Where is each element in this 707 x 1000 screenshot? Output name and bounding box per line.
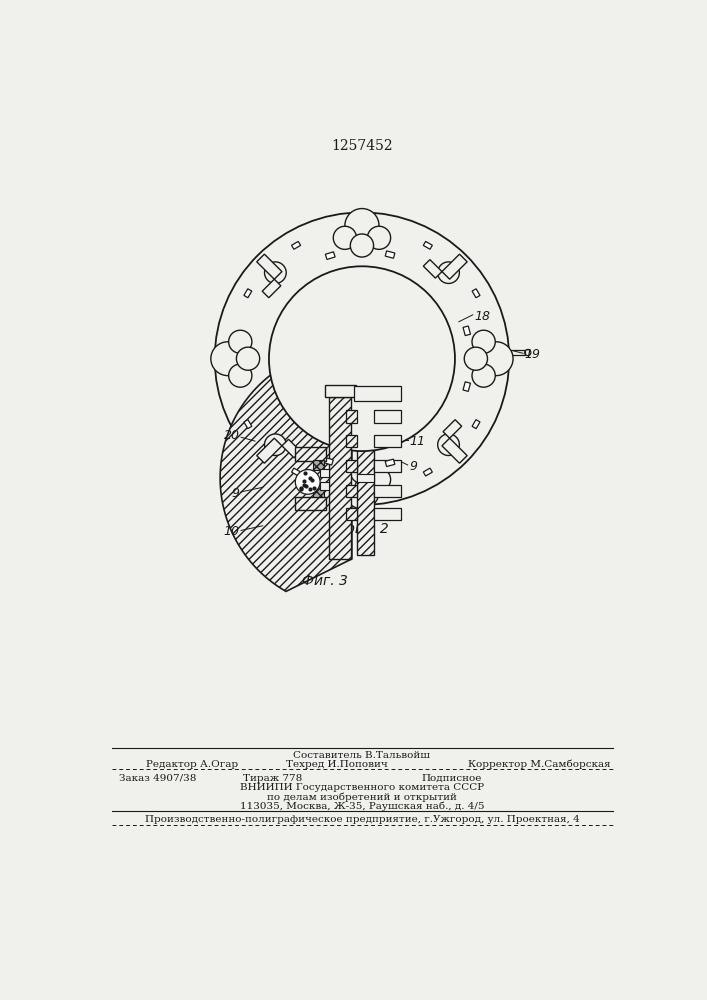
Bar: [374, 435, 402, 447]
Bar: [320, 482, 329, 490]
Bar: [346, 435, 357, 447]
Polygon shape: [244, 289, 252, 298]
Polygon shape: [291, 241, 300, 249]
Bar: [296, 447, 327, 461]
Text: Производственно-полиграфическое предприятие, г.Ужгород, ул. Проектная, 4: Производственно-полиграфическое предприя…: [144, 815, 579, 824]
Text: 9: 9: [231, 487, 240, 500]
Text: 1257452: 1257452: [331, 139, 393, 153]
Text: Фиг. 3: Фиг. 3: [302, 574, 348, 588]
Circle shape: [472, 364, 495, 387]
Polygon shape: [463, 382, 470, 391]
Bar: [296, 497, 327, 510]
Text: 18: 18: [474, 310, 491, 323]
Polygon shape: [385, 251, 395, 258]
Bar: [346, 485, 357, 497]
Text: Подписное: Подписное: [421, 774, 482, 783]
Circle shape: [236, 347, 259, 370]
Circle shape: [368, 468, 391, 491]
Bar: [374, 508, 402, 520]
Polygon shape: [291, 468, 300, 476]
Polygon shape: [443, 420, 462, 438]
Polygon shape: [385, 459, 395, 467]
Polygon shape: [282, 439, 300, 458]
Text: Корректор М.Самборская: Корректор М.Самборская: [468, 760, 611, 769]
Polygon shape: [423, 241, 433, 249]
Text: Заказ 4907/38: Заказ 4907/38: [119, 774, 197, 783]
Text: 11: 11: [409, 435, 425, 448]
Text: Редактор А.Огар: Редактор А.Огар: [146, 760, 239, 769]
Polygon shape: [244, 420, 252, 429]
Text: ВНИИПИ Государственного комитета СССР: ВНИИПИ Государственного комитета СССР: [240, 783, 484, 792]
Circle shape: [333, 226, 356, 249]
Circle shape: [264, 262, 286, 283]
Polygon shape: [463, 326, 470, 336]
Polygon shape: [324, 457, 333, 465]
Text: фиг. 2: фиг. 2: [343, 522, 389, 536]
Bar: [325, 385, 356, 397]
Bar: [354, 386, 402, 401]
Circle shape: [345, 209, 379, 242]
Circle shape: [264, 434, 286, 456]
Text: 16: 16: [311, 360, 327, 373]
Text: по делам изобретений и открытий: по делам изобретений и открытий: [267, 792, 457, 802]
Bar: [374, 460, 402, 472]
Bar: [510, 350, 525, 355]
Circle shape: [296, 470, 320, 494]
Circle shape: [472, 330, 495, 353]
Circle shape: [228, 330, 252, 353]
Polygon shape: [423, 468, 433, 476]
Text: Тираж 778: Тираж 778: [243, 774, 303, 783]
Bar: [329, 397, 351, 559]
Text: 9: 9: [409, 460, 417, 473]
Bar: [357, 474, 374, 482]
Circle shape: [211, 342, 245, 376]
Text: 113035, Москва, Ж-35, Раушская наб., д. 4/5: 113035, Москва, Ж-35, Раушская наб., д. …: [240, 801, 484, 811]
Text: Техред И.Попович: Техред И.Попович: [286, 760, 387, 769]
Circle shape: [438, 262, 460, 283]
Circle shape: [479, 342, 513, 376]
Circle shape: [464, 347, 488, 370]
Circle shape: [269, 266, 455, 451]
Polygon shape: [220, 365, 352, 591]
Polygon shape: [472, 289, 480, 298]
Bar: [346, 508, 357, 520]
Circle shape: [351, 234, 373, 257]
Text: 20: 20: [223, 429, 240, 442]
Bar: [313, 460, 324, 470]
Text: 17: 17: [378, 387, 393, 400]
Circle shape: [438, 434, 460, 456]
Polygon shape: [262, 279, 281, 298]
Polygon shape: [442, 438, 467, 463]
Text: 10: 10: [223, 525, 240, 538]
Circle shape: [215, 212, 509, 505]
Bar: [346, 410, 357, 423]
Circle shape: [368, 226, 391, 249]
Text: 9: 9: [312, 333, 320, 346]
Circle shape: [228, 364, 252, 387]
Text: 19: 19: [525, 348, 541, 361]
Polygon shape: [325, 252, 335, 259]
Circle shape: [345, 475, 379, 509]
Circle shape: [351, 460, 373, 483]
Polygon shape: [423, 260, 442, 278]
Polygon shape: [442, 254, 467, 279]
Bar: [374, 410, 402, 423]
Circle shape: [333, 468, 356, 491]
Polygon shape: [257, 438, 282, 463]
Text: Составитель В.Тальвойш: Составитель В.Тальвойш: [293, 751, 431, 760]
Text: 18: 18: [354, 441, 370, 454]
Polygon shape: [472, 420, 480, 429]
Polygon shape: [257, 254, 282, 279]
Bar: [320, 469, 329, 477]
Bar: [357, 397, 374, 555]
Bar: [313, 486, 324, 497]
Bar: [374, 485, 402, 497]
Bar: [346, 460, 357, 472]
